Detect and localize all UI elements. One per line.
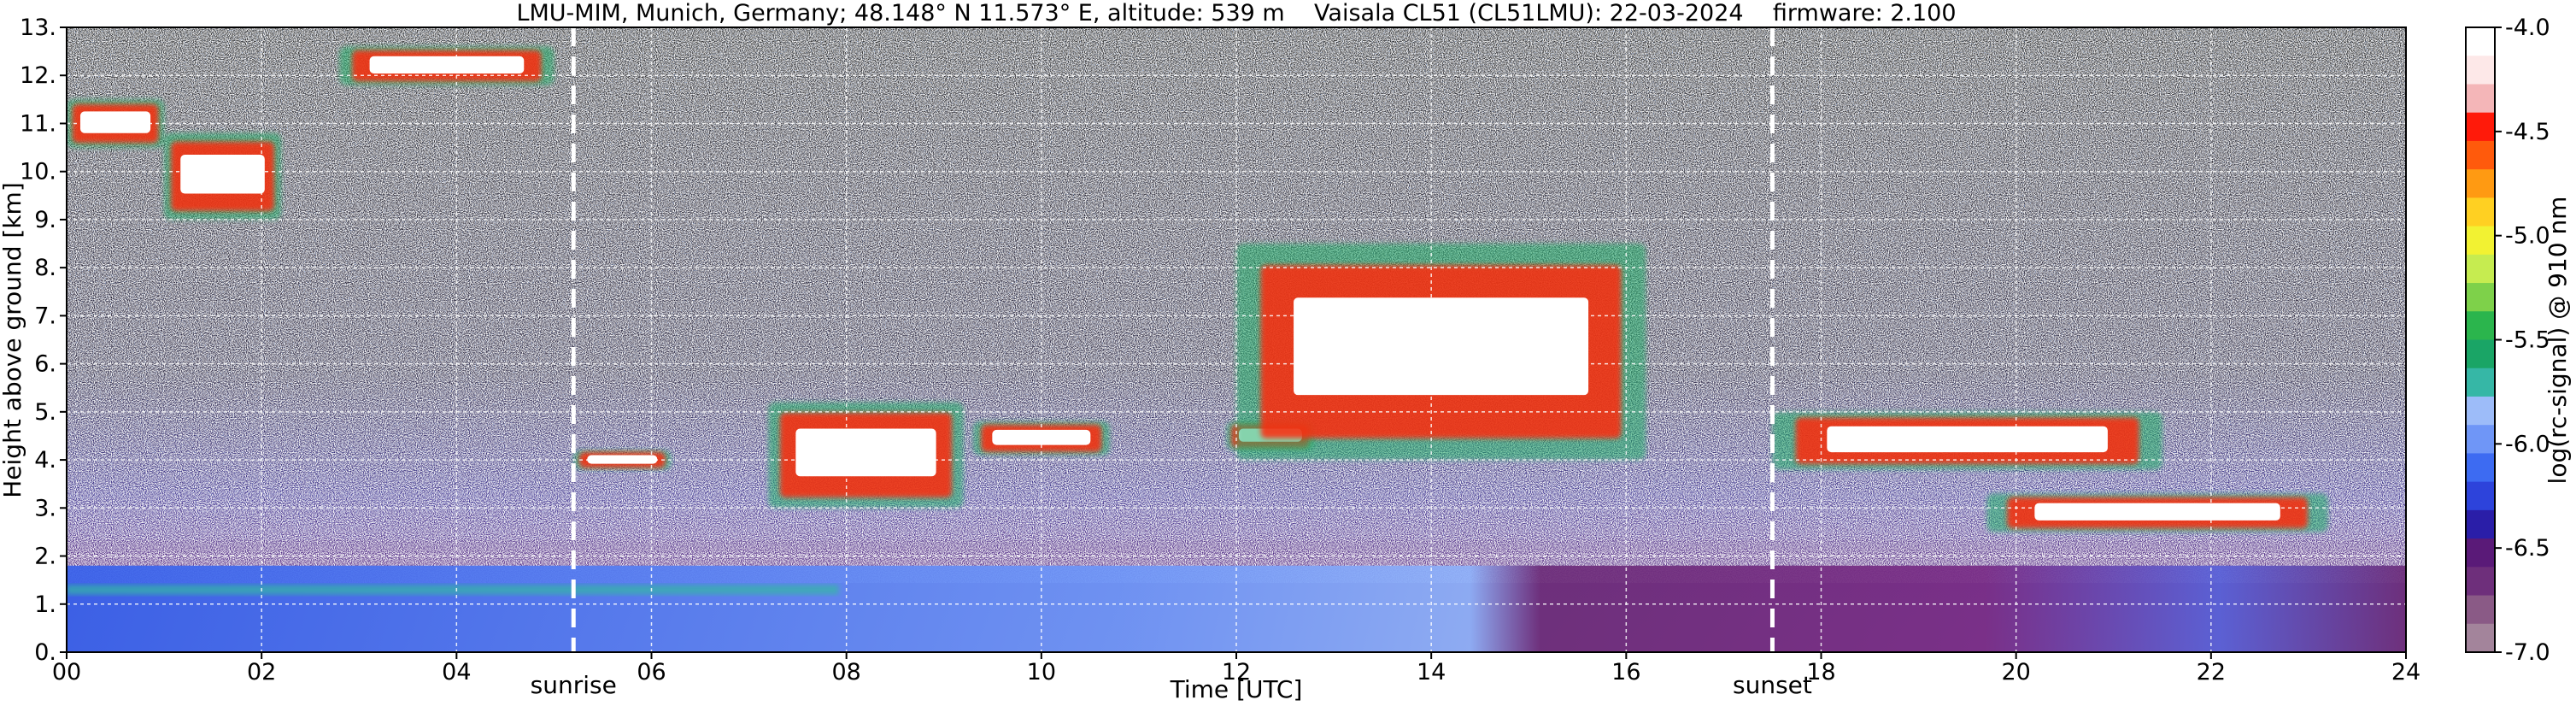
colorbar-segment bbox=[2466, 453, 2495, 483]
grid bbox=[67, 27, 2406, 652]
colorbar-segment bbox=[2466, 112, 2495, 142]
x-axis-label: Time [UTC] bbox=[1170, 675, 1303, 703]
feature-cloud-layer bbox=[768, 402, 964, 509]
colorbar-tick-label: -4.5 bbox=[2505, 119, 2550, 145]
x-axis: 00 02 04 06 08 10 12 14 16 18 20 22 24 bbox=[52, 652, 2421, 685]
colorbar-segment bbox=[2466, 339, 2495, 369]
y-tick-label: 4. bbox=[34, 447, 56, 474]
x-tick-label: 14 bbox=[1417, 659, 1446, 685]
feature-core bbox=[180, 155, 265, 194]
sunrise-label: sunrise bbox=[531, 671, 617, 699]
colorbar-segment bbox=[2466, 425, 2495, 455]
y-axis: 0. 1. 2. 3. 4. 5. 6. 7. 8. 9. 10. 11. 12. 13. bbox=[20, 15, 67, 666]
colorbar-segment bbox=[2466, 368, 2495, 397]
y-tick-label: 5. bbox=[34, 399, 56, 426]
feature-core bbox=[1827, 426, 2108, 453]
y-tick-label: 10. bbox=[20, 159, 56, 185]
x-tick-label: 24 bbox=[2391, 659, 2421, 685]
x-tick-label: 22 bbox=[2197, 659, 2226, 685]
feature-core bbox=[2034, 503, 2280, 521]
x-tick-label: 04 bbox=[442, 659, 471, 685]
y-tick-label: 7. bbox=[34, 303, 56, 329]
y-axis-label: Height above ground [km] bbox=[0, 182, 26, 498]
x-tick-label: 12 bbox=[1222, 659, 1251, 685]
colorbar-segment bbox=[2466, 27, 2495, 56]
y-tick-label: 6. bbox=[34, 351, 56, 378]
x-tick-label: 00 bbox=[52, 659, 81, 685]
colorbar-tick-label: -6.5 bbox=[2505, 535, 2550, 562]
feature-cirrus bbox=[164, 132, 281, 220]
colorbar-segment bbox=[2466, 481, 2495, 511]
colorbar-segment bbox=[2466, 623, 2495, 653]
colorbar-segment bbox=[2466, 169, 2495, 198]
y-tick-label: 0. bbox=[34, 639, 56, 666]
y-tick-label: 9. bbox=[34, 207, 56, 233]
feature-cloud-layer bbox=[1236, 244, 1646, 461]
colorbar-tick-label: -5.0 bbox=[2505, 223, 2550, 250]
colorbar-segment bbox=[2466, 56, 2495, 85]
colorbar-tick-label: -4.0 bbox=[2505, 15, 2550, 41]
feature-core bbox=[992, 429, 1091, 445]
feature-core bbox=[79, 111, 151, 133]
colorbar-tick-label: -5.5 bbox=[2505, 327, 2550, 354]
y-tick-label: 2. bbox=[34, 544, 56, 570]
colorbar-segment bbox=[2466, 538, 2495, 568]
feature-cloud-layer bbox=[1986, 493, 2328, 532]
y-tick-label: 13. bbox=[20, 15, 56, 41]
colorbar-segment bbox=[2466, 84, 2495, 114]
colorbar-segment bbox=[2466, 226, 2495, 256]
heatmap-field bbox=[67, 27, 2406, 652]
x-tick-label: 20 bbox=[2001, 659, 2030, 685]
colorbar-segment bbox=[2466, 197, 2495, 227]
sunset-label: sunset bbox=[1733, 671, 1812, 699]
colorbar-segment bbox=[2466, 595, 2495, 625]
colorbar-segment bbox=[2466, 509, 2495, 539]
feature-cirrus bbox=[339, 46, 555, 85]
x-tick-label: 06 bbox=[637, 659, 666, 685]
x-tick-label: 02 bbox=[247, 659, 276, 685]
y-tick-label: 8. bbox=[34, 255, 56, 281]
colorbar-segment bbox=[2466, 283, 2495, 312]
x-tick-label: 08 bbox=[831, 659, 860, 685]
colorbar-segment bbox=[2466, 254, 2495, 284]
y-tick-label: 1. bbox=[34, 591, 56, 618]
sun-markers: sunrise sunset bbox=[531, 27, 1812, 699]
colorbar-tick-label: -6.0 bbox=[2505, 431, 2550, 457]
y-tick-label: 11. bbox=[20, 110, 56, 137]
x-tick-label: 10 bbox=[1027, 659, 1056, 685]
feature-cloud-layer bbox=[1772, 411, 2162, 470]
chart-title: LMU-MIM, Munich, Germany; 48.148° N 11.5… bbox=[516, 0, 1956, 26]
colorbar: -4.0 -4.5 -5.0 -5.5 -6.0 -6.5 -7.0 bbox=[2465, 15, 2550, 666]
feature-boundary-layer-band bbox=[67, 585, 839, 595]
y-tick-label: 3. bbox=[34, 495, 56, 521]
x-tick-label: 18 bbox=[1806, 659, 1835, 685]
feature-core bbox=[1294, 297, 1589, 396]
colorbar-segment bbox=[2466, 396, 2495, 426]
colorbar-segment bbox=[2466, 140, 2495, 170]
colorbar-tick-label: -7.0 bbox=[2505, 639, 2550, 666]
feature-core bbox=[369, 56, 525, 74]
x-tick-label: 16 bbox=[1611, 659, 1640, 685]
y-tick-label: 12. bbox=[20, 62, 56, 89]
colorbar-segment bbox=[2466, 567, 2495, 597]
colorbar-segment bbox=[2466, 311, 2495, 341]
feature-core bbox=[795, 428, 936, 477]
colorbar-label: log(rc-signal) @ 910 nm bbox=[2544, 197, 2572, 485]
